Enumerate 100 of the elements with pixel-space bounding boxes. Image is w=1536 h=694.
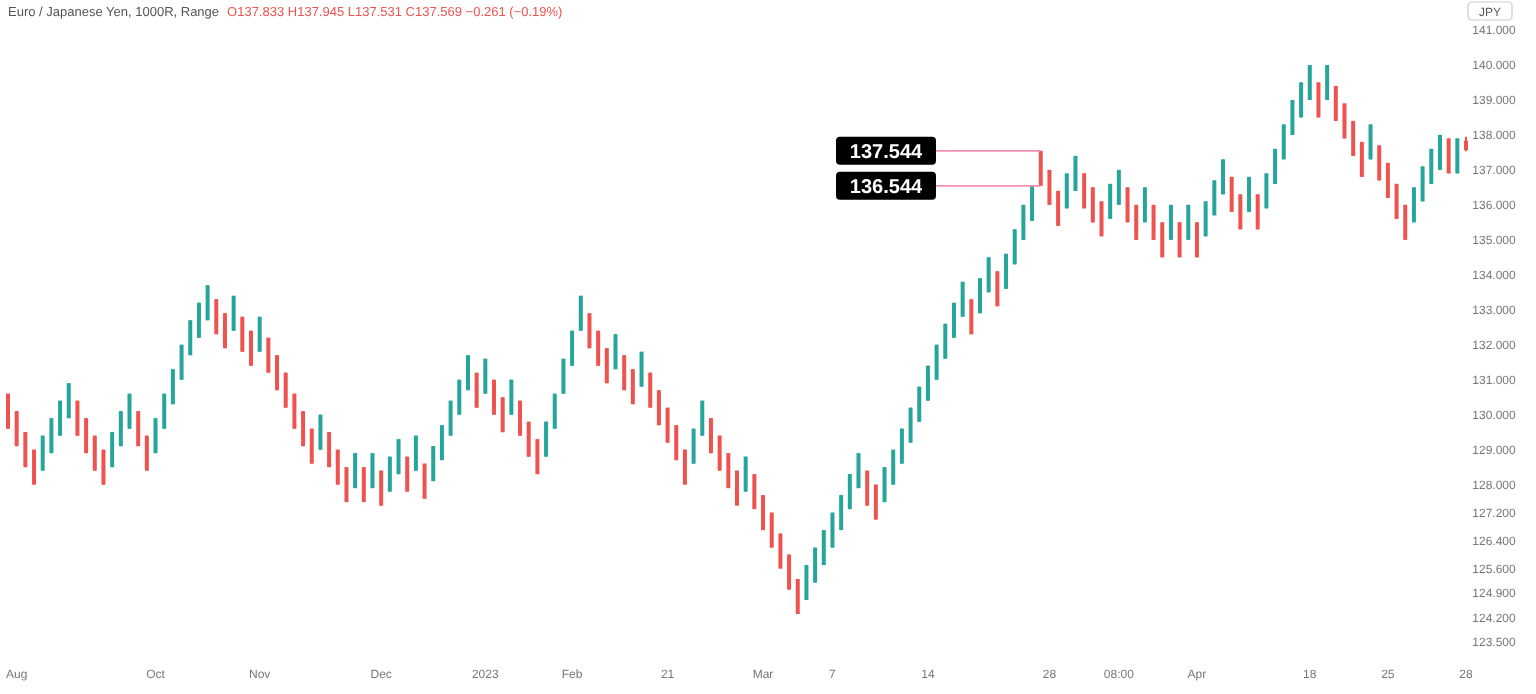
candlestick bbox=[75, 399, 80, 437]
candlestick bbox=[1108, 182, 1113, 220]
candlestick bbox=[283, 371, 288, 409]
candlestick bbox=[40, 434, 45, 472]
candlestick bbox=[335, 448, 340, 486]
candlestick bbox=[1203, 200, 1208, 238]
candlestick bbox=[917, 385, 922, 423]
candlestick bbox=[1316, 81, 1321, 119]
candlestick bbox=[891, 448, 896, 486]
candlestick bbox=[787, 553, 792, 591]
candlestick bbox=[1247, 175, 1252, 213]
candlestick bbox=[1377, 144, 1382, 182]
candlestick bbox=[1255, 193, 1260, 231]
candlestick bbox=[925, 364, 930, 402]
candlestick bbox=[839, 494, 844, 532]
candlestick bbox=[1073, 154, 1078, 192]
candlestick bbox=[1142, 186, 1147, 224]
candlestick bbox=[23, 431, 28, 469]
candlestick bbox=[865, 469, 870, 507]
candlestick bbox=[544, 420, 549, 458]
candlestick bbox=[986, 256, 991, 294]
candlestick bbox=[92, 434, 97, 472]
candlestick bbox=[665, 406, 670, 444]
candlestick bbox=[1368, 123, 1373, 161]
candlestick bbox=[1186, 203, 1191, 241]
candlestick bbox=[1064, 172, 1069, 210]
candlestick bbox=[49, 417, 54, 455]
candlestick bbox=[405, 455, 410, 493]
candlestick bbox=[934, 343, 939, 381]
candlestick bbox=[1273, 147, 1278, 185]
candlestick bbox=[275, 354, 280, 392]
candlestick bbox=[743, 455, 748, 493]
candlestick bbox=[110, 431, 115, 469]
candlestick bbox=[431, 445, 436, 483]
candlestick bbox=[752, 473, 757, 511]
candlestick bbox=[127, 392, 132, 430]
candlestick bbox=[778, 532, 783, 570]
candlestick bbox=[830, 511, 835, 549]
candlestick bbox=[1056, 189, 1061, 227]
candlestick bbox=[387, 455, 392, 493]
candlestick bbox=[266, 336, 271, 374]
candlestick bbox=[535, 438, 540, 476]
candlestick bbox=[882, 466, 887, 504]
candlestick bbox=[813, 546, 818, 584]
candlestick bbox=[1125, 186, 1130, 224]
candlestick bbox=[1082, 172, 1087, 210]
candlestick bbox=[821, 529, 826, 567]
candlestick bbox=[1333, 84, 1338, 122]
candlestick bbox=[700, 399, 705, 437]
candlestick bbox=[804, 564, 809, 602]
candlestick bbox=[1030, 184, 1035, 222]
candlestick bbox=[301, 410, 306, 448]
candlestick bbox=[622, 354, 627, 392]
candlestick bbox=[1151, 203, 1156, 241]
candlestick bbox=[570, 329, 575, 367]
candlestick bbox=[1437, 133, 1442, 171]
candlestick bbox=[943, 322, 948, 360]
candlestick bbox=[1212, 179, 1217, 217]
candlestick bbox=[413, 434, 418, 472]
candlestick bbox=[1394, 182, 1399, 220]
candlestick bbox=[1099, 200, 1104, 238]
candlestick bbox=[960, 280, 965, 318]
candlestick bbox=[1299, 81, 1304, 119]
candlestick bbox=[1134, 203, 1139, 241]
candlestick bbox=[136, 410, 141, 448]
candlestick bbox=[66, 382, 71, 420]
candlestick bbox=[1090, 186, 1095, 224]
candlestick bbox=[795, 578, 800, 616]
candlestick bbox=[1168, 203, 1173, 241]
candlestick bbox=[691, 427, 696, 465]
candlestick bbox=[1116, 168, 1121, 206]
candlestick bbox=[674, 424, 679, 462]
candlestick bbox=[1359, 140, 1364, 178]
candlestick bbox=[309, 427, 314, 465]
candlestick bbox=[179, 343, 184, 381]
candlestick bbox=[899, 427, 904, 465]
candlestick bbox=[422, 462, 427, 500]
candlestick bbox=[483, 357, 488, 395]
candlestick bbox=[995, 270, 1000, 308]
candlestick bbox=[188, 319, 193, 357]
candlestick bbox=[361, 466, 366, 504]
candlestick bbox=[1160, 221, 1165, 259]
candlestick bbox=[856, 452, 861, 490]
candlestick bbox=[84, 417, 89, 455]
candlestick bbox=[682, 448, 687, 486]
candlestick bbox=[1238, 193, 1243, 231]
candlestick bbox=[769, 511, 774, 549]
candlestick bbox=[578, 294, 583, 332]
candlestick bbox=[639, 350, 644, 388]
candlestick bbox=[240, 315, 245, 353]
candlestick bbox=[951, 301, 956, 339]
candlestick bbox=[613, 333, 618, 371]
candlestick bbox=[292, 392, 297, 430]
candlestick bbox=[101, 448, 106, 486]
candlestick bbox=[170, 368, 175, 406]
candlestick bbox=[370, 452, 375, 490]
candlestick bbox=[118, 410, 123, 448]
candlestick bbox=[873, 483, 878, 521]
candlestick bbox=[1047, 168, 1052, 206]
candlestick bbox=[457, 378, 462, 416]
